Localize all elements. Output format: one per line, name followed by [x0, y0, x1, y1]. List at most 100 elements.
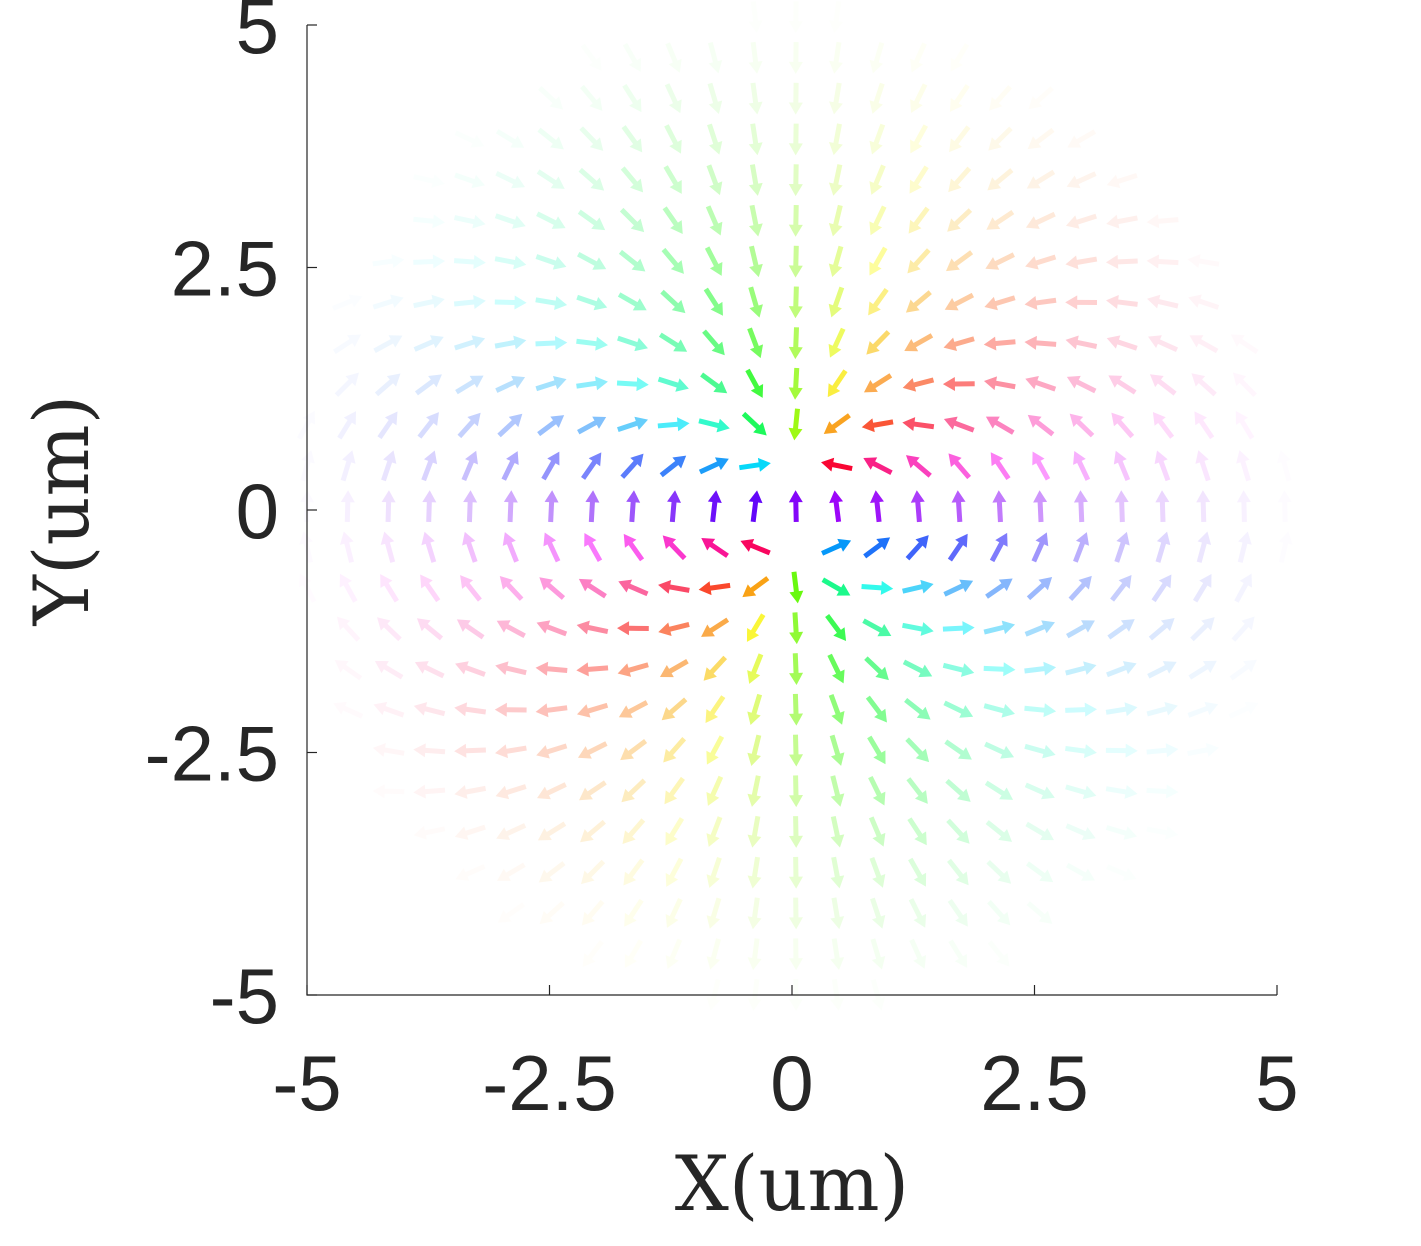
vector-arrow — [1114, 490, 1129, 523]
vector-arrow — [1155, 490, 1170, 523]
vector-arrow — [902, 377, 935, 392]
vector-arrow — [910, 42, 927, 73]
vector-arrow — [829, 41, 843, 74]
vector-arrow — [788, 286, 803, 319]
vector-arrow — [665, 898, 683, 928]
vector-arrow — [1230, 334, 1259, 355]
vector-arrow — [1027, 414, 1055, 437]
vector-arrow — [1105, 743, 1138, 758]
vector-arrow — [416, 618, 444, 641]
vector-arrow — [538, 861, 566, 883]
vector-arrow — [951, 490, 966, 523]
vector-arrow — [705, 695, 726, 723]
vector-arrow — [660, 289, 686, 314]
vector-arrow — [947, 533, 968, 562]
vector-arrow — [577, 741, 608, 759]
vector-arrow — [339, 573, 358, 603]
vector-arrow — [701, 537, 729, 558]
vector-arrow — [1024, 335, 1057, 350]
vector-arrow — [620, 739, 648, 761]
vector-arrow — [740, 538, 771, 556]
vector-arrow — [372, 743, 405, 757]
vector-arrow — [906, 777, 928, 804]
y-tick-label: -2.5 — [145, 710, 279, 798]
vector-arrow — [1106, 214, 1138, 229]
vector-arrow — [333, 701, 364, 719]
vector-arrow — [1229, 659, 1257, 681]
vector-arrow — [748, 286, 763, 318]
vector-arrow — [863, 373, 893, 393]
vector-arrow — [1069, 413, 1095, 438]
vector-arrow — [659, 658, 689, 678]
vector-arrow — [582, 940, 604, 967]
vector-arrow — [578, 167, 605, 191]
vector-arrow — [664, 83, 682, 114]
vector-arrow — [747, 897, 762, 930]
vector-arrow — [372, 254, 405, 269]
vector-arrow — [704, 246, 723, 276]
vector-arrow — [788, 490, 803, 523]
vector-arrow — [1146, 254, 1179, 269]
vector-arrow — [747, 938, 762, 971]
vector-arrow — [1151, 574, 1172, 603]
vector-arrow — [1228, 701, 1259, 719]
vector-arrow — [373, 335, 403, 353]
vector-arrow — [494, 335, 527, 350]
vector-arrow — [579, 126, 604, 151]
vector-arrow — [494, 295, 527, 310]
vector-arrow — [863, 457, 893, 475]
vector-arrow — [828, 694, 845, 725]
vector-arrow — [1278, 531, 1293, 563]
vector-arrow — [579, 780, 607, 801]
vector-arrow — [823, 413, 851, 434]
vector-arrow — [417, 412, 439, 439]
vector-arrow — [747, 327, 764, 359]
vector-arrow — [698, 581, 731, 596]
vector-arrow — [1065, 335, 1098, 350]
vector-arrow — [413, 825, 446, 840]
vector-arrow — [535, 376, 567, 392]
vector-arrow — [748, 82, 763, 115]
vector-arrow — [698, 418, 730, 433]
vector-arrow — [707, 82, 723, 114]
vector-arrow — [380, 574, 399, 603]
vector-arrow — [747, 693, 763, 726]
x-tick-label: -5 — [272, 1039, 341, 1127]
vector-arrow — [1073, 451, 1091, 481]
vector-arrow — [1065, 744, 1097, 759]
vector-arrow — [538, 86, 564, 110]
vector-arrow — [580, 84, 603, 111]
vector-arrow — [902, 622, 934, 636]
vector-arrow — [829, 734, 845, 766]
vector-arrow — [983, 336, 1016, 351]
vector-arrow — [1065, 213, 1097, 229]
vector-arrow — [788, 82, 803, 115]
vector-arrow — [749, 245, 763, 278]
vector-arrow — [870, 897, 886, 929]
vector-arrow — [905, 290, 932, 313]
vector-arrow — [825, 614, 847, 642]
vector-arrow — [910, 490, 925, 523]
vector-arrow — [621, 778, 647, 803]
vector-arrow — [701, 617, 730, 637]
vector-arrow — [870, 490, 884, 523]
vector-arrow — [984, 741, 1015, 759]
vector-arrow — [1196, 490, 1211, 523]
vector-arrow — [987, 168, 1014, 191]
vector-arrow — [665, 817, 685, 846]
vector-arrow — [1026, 901, 1053, 924]
vector-arrow — [662, 535, 687, 561]
vector-arrow — [339, 531, 354, 563]
vector-arrow — [949, 125, 971, 153]
vector-arrow — [494, 255, 527, 270]
vector-arrow — [707, 490, 722, 523]
vector-arrow — [657, 417, 690, 432]
vector-arrow — [1105, 785, 1138, 799]
vector-arrow — [535, 254, 567, 270]
vector-arrow — [1024, 661, 1057, 676]
vector-arrow — [381, 450, 397, 482]
vector-arrow — [1146, 743, 1179, 758]
vector-arrow — [494, 702, 527, 717]
vector-arrow — [495, 661, 527, 676]
vector-arrow — [788, 1, 803, 34]
